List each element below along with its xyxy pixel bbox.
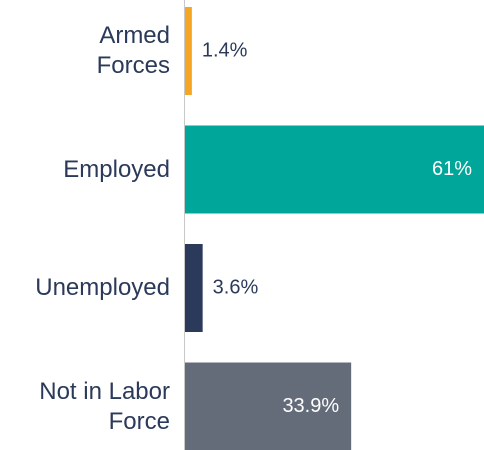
category-label: Employed <box>63 155 170 183</box>
category-label: Unemployed <box>35 274 170 301</box>
value-label: 33.9% <box>282 395 339 417</box>
value-label: 1.4% <box>202 39 248 61</box>
bar <box>185 244 203 332</box>
bar <box>185 362 352 450</box>
value-label: 61% <box>432 158 472 180</box>
category-label: Not in Labor Force <box>39 377 170 435</box>
category-label: Armed Forces <box>96 22 170 79</box>
value-label: 3.6% <box>213 276 259 298</box>
bar <box>185 7 192 95</box>
bar <box>185 125 484 214</box>
